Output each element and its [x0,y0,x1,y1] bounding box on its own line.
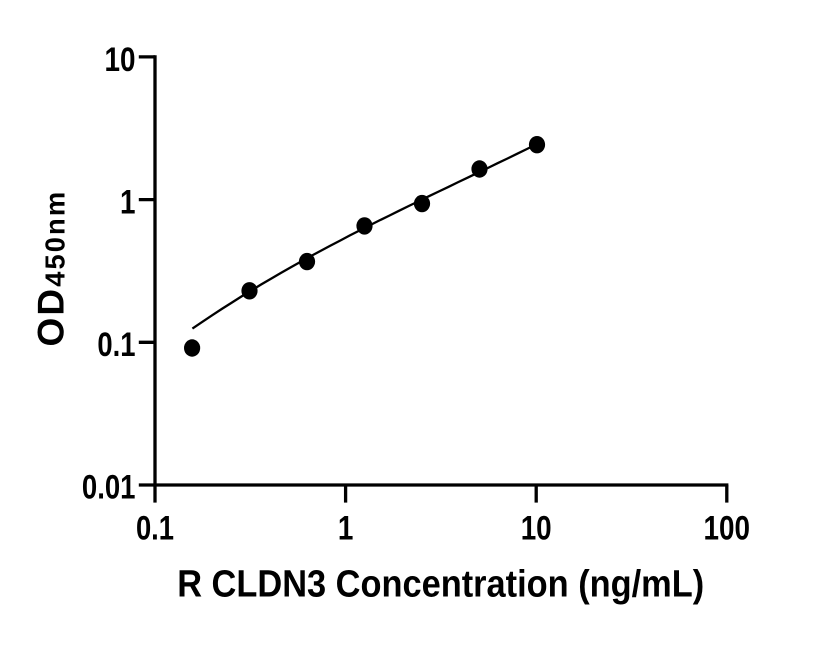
svg-text:1: 1 [120,183,136,221]
svg-text:100: 100 [704,509,751,547]
svg-text:10: 10 [105,41,136,79]
svg-text:0.1: 0.1 [97,326,135,364]
svg-text:10: 10 [521,509,552,547]
svg-text:0.01: 0.01 [82,468,136,506]
svg-text:1: 1 [338,509,354,547]
svg-text:R CLDN3 Concentration (ng/mL): R CLDN3 Concentration (ng/mL) [177,562,704,604]
svg-text:0.1: 0.1 [136,509,174,547]
